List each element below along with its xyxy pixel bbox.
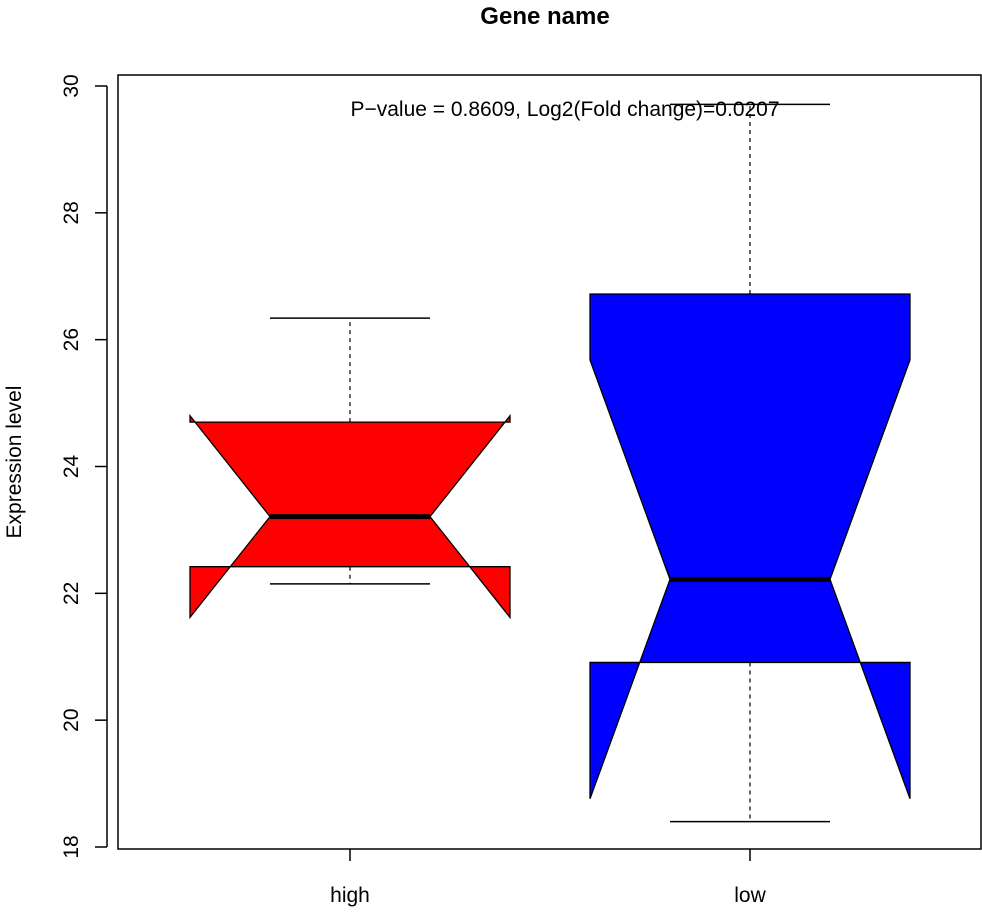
x-axis: high low [330,849,767,907]
y-tick-label: 18 [60,835,83,858]
plot-frame [117,74,982,850]
y-tick-label: 30 [60,74,83,97]
y-tick-label: 28 [60,201,83,224]
plot-area [189,103,911,823]
p-value-annotation: P−value = 0.8609, Log2(Fold change)=0.02… [350,98,779,121]
x-tick-label-low: low [734,884,766,907]
y-tick-label: 20 [60,708,83,731]
box-group-high [189,317,511,620]
y-tick-label: 24 [60,455,83,479]
x-tick-label-high: high [330,884,370,907]
box-group-low [589,103,911,823]
box-low [589,293,911,800]
y-axis: 18 20 22 24 26 28 30 [60,74,108,859]
chart-title: Gene name [480,3,609,30]
y-axis-label: Expression level [3,386,26,539]
y-tick-label: 22 [60,582,83,605]
y-tick-label: 26 [60,328,83,351]
